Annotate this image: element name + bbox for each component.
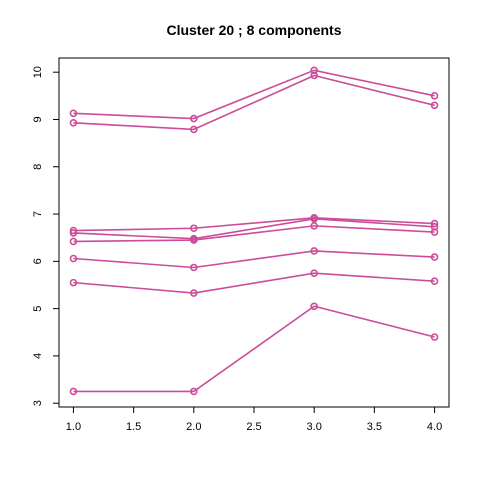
data-point [69, 278, 78, 287]
data-point [69, 237, 78, 246]
series-group [69, 66, 439, 396]
data-point [190, 289, 198, 297]
data-point [310, 247, 318, 255]
data-point [69, 387, 78, 396]
data-point [69, 109, 78, 118]
y-tick-label: 10 [32, 66, 44, 78]
y-tick-label: 6 [32, 258, 44, 264]
data-point [190, 125, 198, 134]
series-8 [69, 302, 439, 396]
data-point [190, 236, 198, 244]
x-tick-label: 3.0 [307, 421, 322, 433]
data-point [430, 333, 439, 341]
series-line [73, 272, 435, 294]
y-tick-label: 4 [32, 353, 44, 359]
series-line [73, 217, 435, 240]
y-axis: 3 4 5 6 7 8 9 10 [32, 66, 60, 406]
series-line [73, 217, 435, 232]
series-line [73, 250, 435, 269]
series-line [73, 74, 435, 131]
y-tick-label: 9 [32, 116, 44, 122]
data-point [430, 101, 439, 110]
x-axis: 1.0 1.5 2.0 2.5 3.0 3.5 4.0 [66, 406, 442, 433]
series-2 [69, 71, 439, 134]
series-7 [69, 269, 439, 297]
series-line [73, 69, 435, 120]
data-point [310, 222, 318, 230]
series-5 [69, 222, 439, 246]
series-3 [69, 214, 439, 235]
data-point [430, 277, 439, 286]
x-tick-label: 4.0 [427, 421, 442, 433]
data-point [310, 214, 318, 223]
data-point [310, 302, 318, 311]
y-tick-label: 3 [32, 400, 44, 406]
data-point [190, 263, 198, 272]
data-point [190, 387, 198, 396]
data-point [310, 71, 318, 80]
series-6 [69, 247, 439, 272]
x-tick-label: 2.5 [246, 421, 261, 433]
series-line [73, 225, 435, 243]
y-tick-label: 8 [32, 164, 44, 170]
data-point [310, 269, 318, 277]
series-line [73, 305, 435, 393]
data-point [69, 229, 78, 237]
y-tick-label: 5 [32, 306, 44, 312]
chart-title: Cluster 20 ; 8 components [166, 22, 341, 38]
data-point [430, 253, 439, 261]
series-1 [69, 66, 439, 123]
x-tick-label: 2.0 [186, 421, 201, 433]
x-tick-label: 3.5 [367, 421, 382, 433]
data-point [69, 118, 78, 127]
y-tick-label: 7 [32, 211, 44, 217]
data-point [430, 92, 439, 100]
x-tick-label: 1.0 [66, 421, 81, 433]
data-point [69, 254, 78, 263]
data-point [190, 224, 198, 233]
data-point [430, 228, 439, 236]
x-tick-label: 1.5 [126, 421, 141, 433]
data-point [190, 114, 198, 123]
